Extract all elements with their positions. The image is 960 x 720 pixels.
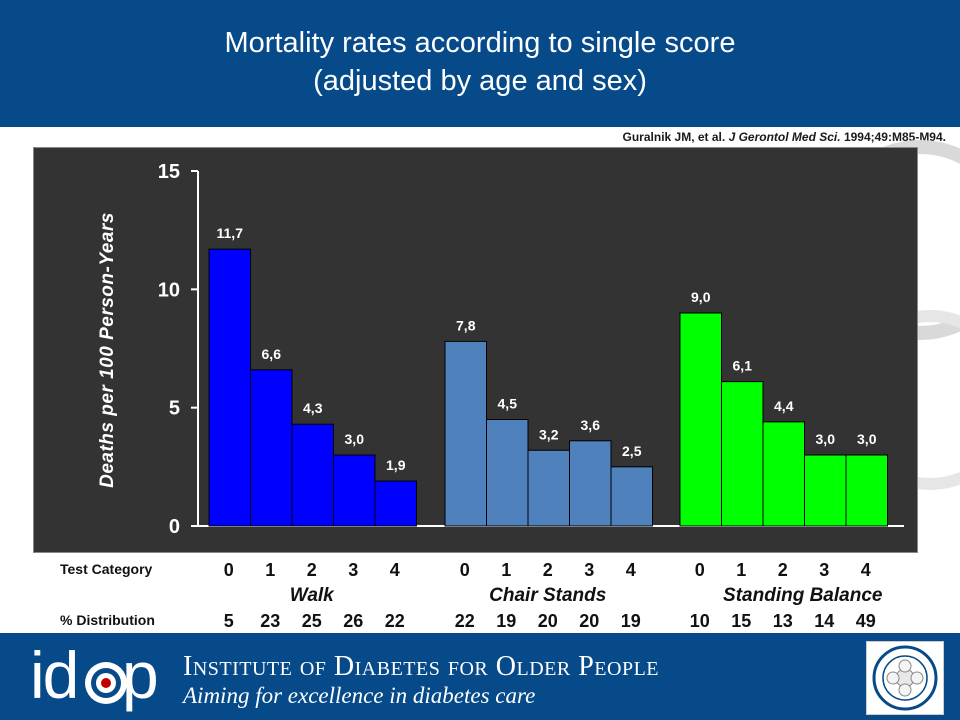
y-tick-label: 15 — [158, 161, 180, 183]
distribution-value: 5 — [223, 611, 234, 631]
x-tick-label: 0 — [694, 560, 705, 580]
distribution-value: 15 — [731, 611, 752, 631]
distribution-value: 20 — [537, 611, 558, 631]
bar-value-label: 3,6 — [581, 417, 601, 433]
bar-value-label: 3,0 — [857, 431, 877, 447]
x-tick-label: 0 — [459, 560, 470, 580]
distribution-value: 22 — [384, 611, 405, 631]
x-tick-label: 2 — [306, 560, 317, 580]
bar — [486, 419, 529, 527]
distribution-value: 19 — [620, 611, 641, 631]
institute-name: Institute of Diabetes for Older People — [183, 651, 659, 682]
bar-chart: 0 5 10 15 11,7 6,6 4,3 3,0 1,9 7,8 4,5 3,2 3,6 2,5 9,0… — [158, 161, 904, 538]
group-label: Chair Stands — [489, 585, 607, 606]
bar — [721, 381, 764, 527]
target-icon — [85, 662, 127, 704]
distribution-value: 25 — [301, 611, 322, 631]
distribution-value: 13 — [772, 611, 793, 631]
distribution-label: % Distribution — [60, 612, 155, 628]
bar-value-label: 4,4 — [774, 398, 794, 414]
slide-title: Mortality rates according to single scor… — [0, 24, 960, 100]
logo-p-text: p — [122, 638, 159, 712]
bar — [610, 466, 653, 527]
group-label: Standing Balance — [723, 585, 883, 606]
distribution-value: 14 — [814, 611, 835, 631]
header-band — [0, 0, 960, 127]
y-tick-label: 0 — [169, 516, 180, 538]
x-tick-label: 1 — [501, 560, 512, 580]
citation-authors: Guralnik JM, et al. — [622, 130, 726, 144]
bar-value-label: 11,7 — [217, 225, 244, 241]
bar-value-label: 6,6 — [262, 346, 282, 362]
x-tick-label: 4 — [625, 560, 636, 580]
group-label: Walk — [289, 585, 334, 606]
bar — [208, 248, 251, 527]
bar-value-label: 6,1 — [733, 358, 753, 374]
bar — [250, 369, 293, 527]
title-line-1: Mortality rates according to single scor… — [224, 27, 736, 59]
bar — [374, 480, 417, 527]
bar-value-label: 4,5 — [498, 396, 518, 412]
x-tick-label: 4 — [860, 560, 871, 580]
bar-value-label: 9,0 — [691, 289, 711, 305]
distribution-value: 26 — [343, 611, 364, 631]
bar — [569, 440, 612, 527]
x-tick-label: 1 — [265, 560, 276, 580]
logo-id-text: id — [30, 638, 79, 712]
bar-value-label: 4,3 — [303, 400, 323, 416]
title-line-2: (adjusted by age and sex) — [313, 65, 647, 97]
distribution-value: 10 — [689, 611, 710, 631]
x-tick-label: 2 — [777, 560, 788, 580]
x-tick-label: 3 — [819, 560, 830, 580]
y-tick-label: 10 — [158, 279, 180, 301]
bar — [527, 449, 570, 527]
y-tick-label: 5 — [169, 398, 180, 420]
bar-value-label: 3,0 — [816, 431, 836, 447]
distribution-value: 20 — [579, 611, 600, 631]
x-tick-label: 2 — [542, 560, 553, 580]
bar — [291, 423, 334, 527]
distribution-value: 22 — [454, 611, 475, 631]
bar — [804, 454, 847, 527]
plot-panel: 0 5 10 15 11,7 6,6 4,3 3,0 1,9 7,8 4,5 3,2 3,6 2,5 9,0… — [33, 147, 918, 553]
bar — [679, 312, 722, 527]
x-tick-label: 3 — [584, 560, 595, 580]
x-tick-label: 4 — [389, 560, 400, 580]
institute-tagline: Aiming for excellence in diabetes care — [183, 683, 536, 708]
bar-value-label: 7,8 — [456, 317, 476, 333]
bar — [333, 454, 376, 527]
bar-value-label: 3,0 — [345, 431, 365, 447]
distribution-value: 19 — [496, 611, 517, 631]
test-category-label: Test Category — [60, 561, 153, 577]
bar — [762, 421, 805, 527]
y-axis-label: Deaths per 100 Person-Years — [97, 212, 118, 488]
x-tick-label: 3 — [348, 560, 359, 580]
x-tick-label: 0 — [223, 560, 234, 580]
citation: Guralnik JM, et al. J Gerontol Med Sci. … — [623, 130, 946, 144]
distribution-value: 23 — [260, 611, 281, 631]
bar-value-label: 3,2 — [539, 426, 559, 442]
citation-journal: J Gerontol Med Sci. — [728, 130, 841, 144]
bar-value-label: 2,5 — [622, 443, 642, 459]
x-tick-label: 1 — [736, 560, 747, 580]
bar-value-label: 1,9 — [386, 457, 406, 473]
bar — [845, 454, 888, 527]
association-seal-icon — [866, 641, 944, 715]
footer-band — [0, 633, 960, 720]
bar — [444, 340, 487, 527]
distribution-value: 49 — [855, 611, 876, 631]
